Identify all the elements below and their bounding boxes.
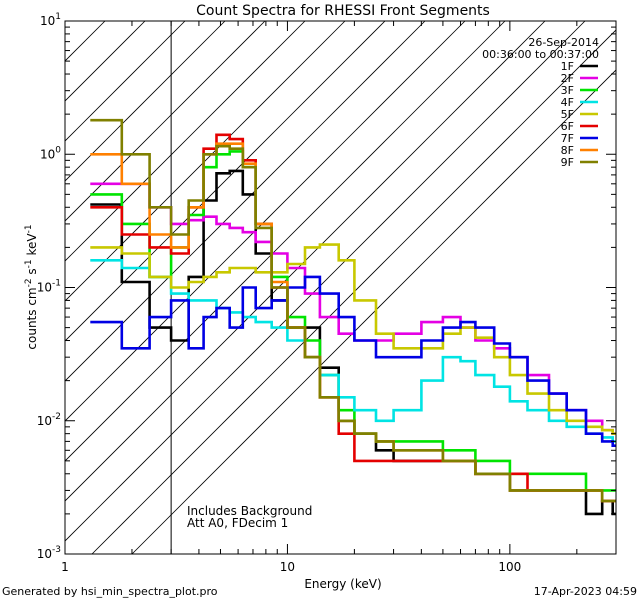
hatch-line	[65, 21, 266, 222]
y-label-exp-s: -1	[24, 259, 34, 268]
x-axis-ticks: 1 10 100	[61, 21, 617, 574]
y-tick-label: 100	[40, 145, 61, 161]
legend-label-8f: 8F	[561, 144, 574, 157]
y-tick-label: 101	[40, 12, 61, 28]
hatch-line	[65, 21, 506, 462]
x-axis-label: Energy (keV)	[304, 577, 381, 591]
x-tick-label: 1	[61, 560, 69, 574]
series-line-5f	[90, 243, 616, 435]
y-label-base: counts cm	[25, 287, 39, 349]
hatch-line	[91, 29, 616, 554]
note-background: Includes Background	[187, 504, 312, 518]
hatch-line	[65, 21, 586, 542]
legend-label-9f: 9F	[561, 156, 574, 169]
series-line-1f	[90, 169, 616, 516]
series-line-4f	[90, 259, 616, 443]
hatch-line	[65, 21, 386, 342]
legend-label-7f: 7F	[561, 132, 574, 145]
legend-label-2f: 2F	[561, 72, 574, 85]
legend-label-6f: 6F	[561, 120, 574, 133]
series-line-7f	[90, 275, 616, 447]
y-axis-ticks: 10-3 10-2 10-1 100 101	[37, 12, 616, 561]
y-label-exp-cm: -2	[24, 278, 34, 287]
footer-timestamp: 17-Apr-2023 04:59	[534, 585, 637, 598]
y-tick-label: 10-1	[37, 279, 61, 295]
note-attenuator: Att A0, FDecim 1	[187, 516, 288, 530]
series-line-3f	[90, 150, 616, 492]
spectra-series	[90, 118, 616, 516]
hatch-line	[65, 21, 186, 142]
series-line-9f	[90, 118, 616, 503]
hatch-line	[131, 69, 616, 554]
hatch-line	[65, 21, 226, 182]
hatch-line	[65, 21, 426, 382]
legend-label-1f: 1F	[561, 60, 574, 73]
hatch-line	[65, 21, 466, 422]
x-tick-label: 10	[280, 560, 295, 574]
hatch-line	[65, 21, 306, 262]
legend-label-4f: 4F	[561, 96, 574, 109]
y-tick-label: 10-3	[37, 545, 61, 561]
legend-label-3f: 3F	[561, 84, 574, 97]
date-label: 26-Sep-2014	[528, 36, 599, 49]
legend-label-5f: 5F	[561, 108, 574, 121]
chart-title: Count Spectra for RHESSI Front Segments	[196, 3, 490, 19]
y-axis-label: counts cm-2 s-1 keV-1	[24, 224, 39, 349]
footer-generated-by: Generated by hsi_min_spectra_plot.pro	[2, 585, 218, 598]
y-label-kev: keV	[25, 233, 39, 260]
hatch-line	[65, 21, 346, 302]
time-range-label: 00:36:00 to 00:37:00	[482, 48, 599, 61]
y-tick-label: 10-2	[37, 412, 61, 428]
y-label-exp-kev: -1	[24, 224, 34, 233]
y-label-s: s	[25, 268, 39, 278]
x-tick-label: 100	[498, 560, 521, 574]
